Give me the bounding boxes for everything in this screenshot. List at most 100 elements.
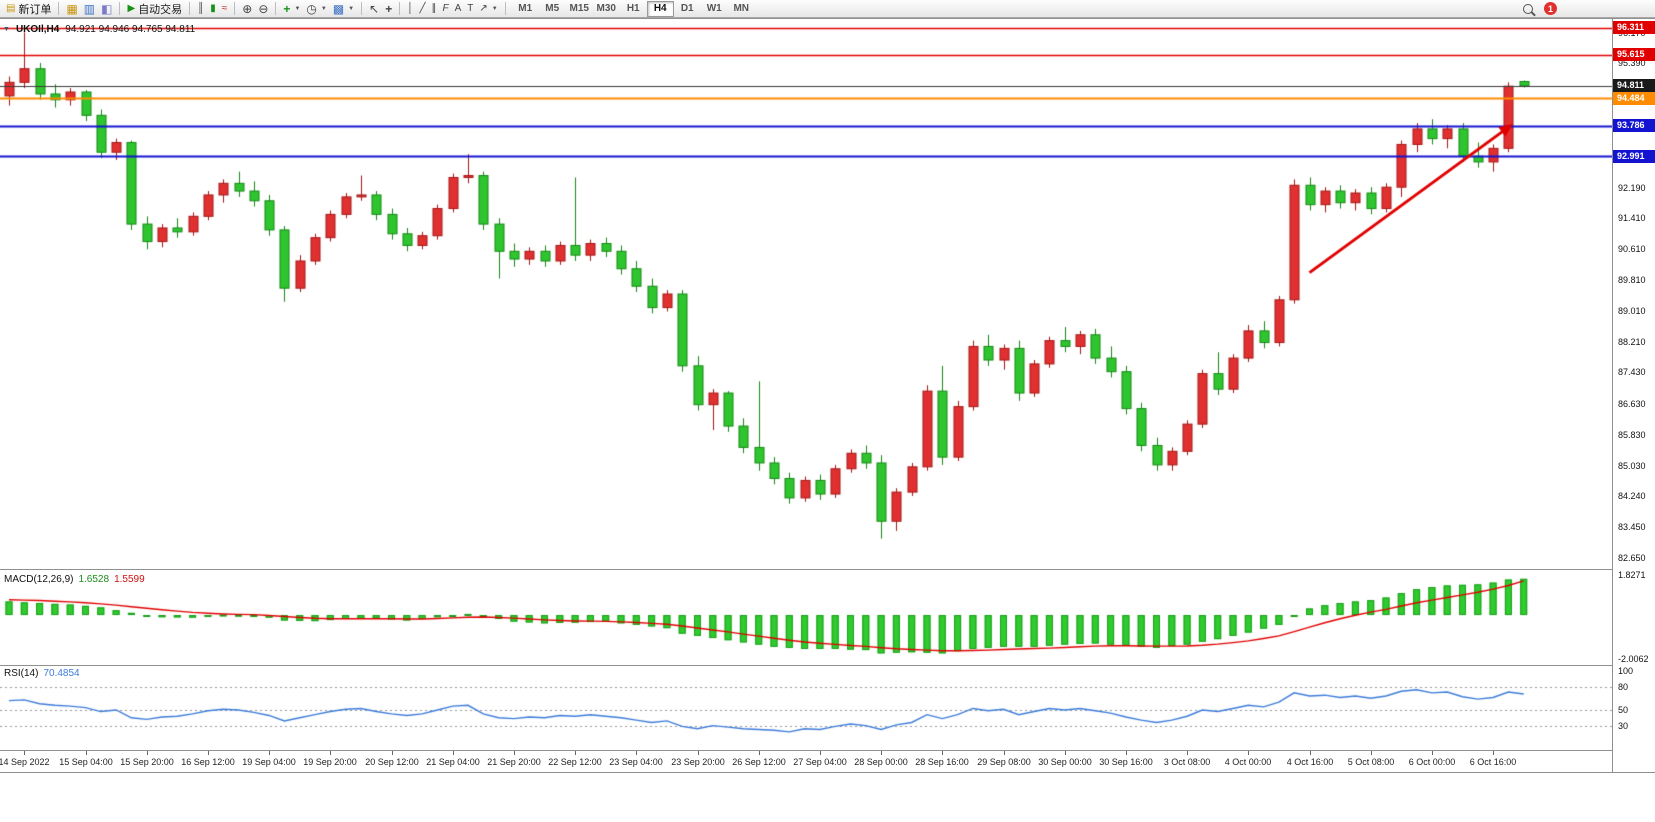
toolbar-separator (234, 2, 236, 15)
alerts-badge[interactable]: 1 (1544, 2, 1557, 15)
time-axis-tick (1004, 751, 1005, 755)
rsi-label: RSI(14) (4, 668, 39, 679)
vertical-line-button[interactable]: │ (404, 1, 416, 17)
search-button[interactable] (1520, 1, 1536, 17)
timeframe-m1-button[interactable]: M1 (512, 1, 539, 17)
periods-clock-icon: ◷ (306, 1, 317, 16)
hline-price-box: 93.786 (1613, 119, 1655, 132)
arrows-button[interactable]: ↗ ▼ (476, 1, 500, 17)
cursor-icon: ↖ (369, 1, 380, 16)
zoom-out-button[interactable]: ⊖ (255, 1, 271, 17)
time-label: 19 Sep 04:00 (242, 757, 296, 767)
navigator-button[interactable]: ◧ (98, 1, 115, 17)
templates-icon: ▩ (332, 1, 345, 16)
price-axis-label: 91.410 (1618, 213, 1646, 223)
time-axis-tick (330, 751, 331, 755)
panel-separator (0, 18, 1655, 19)
rsi-axis-label: 80 (1618, 682, 1629, 692)
time-axis-tick (636, 751, 637, 755)
timeframe-m15-button[interactable]: M15 (566, 1, 593, 17)
timeframe-h4-button[interactable]: H4 (646, 0, 674, 17)
auto-trading-play-icon: ▶ (127, 2, 136, 14)
indicators-button[interactable]: + ▼ (280, 1, 303, 17)
time-label: 16 Sep 12:00 (181, 757, 235, 767)
time-label: 6 Oct 16:00 (1469, 757, 1517, 767)
time-label: 21 Sep 04:00 (426, 757, 480, 767)
templates-button[interactable]: ▩ ▼ (330, 1, 357, 17)
macd-panel-header: MACD(12,26,9) 1.6528 1.5599 (4, 574, 145, 585)
time-axis-tick (1432, 751, 1433, 755)
hline-price-box: 96.311 (1613, 21, 1655, 34)
time-axis-tick (1248, 751, 1249, 755)
channel-icon: ∥ (431, 2, 437, 14)
price-axis-label: 89.010 (1618, 306, 1646, 316)
new-order-button[interactable]: ▤ 新订单 (3, 1, 54, 17)
timeframe-m5-button[interactable]: M5 (539, 1, 566, 17)
chart-window: ▼ UKOIl,H4 94.921 94.946 94.765 94.811 M… (0, 18, 1655, 822)
text-icon: A (454, 2, 462, 14)
panel-separator[interactable] (0, 665, 1655, 666)
time-label: 3 Oct 08:00 (1163, 757, 1211, 767)
panel-separator (0, 750, 1655, 751)
time-label: 4 Oct 00:00 (1224, 757, 1272, 767)
price-axis-label: 85.030 (1618, 461, 1646, 471)
macd-indicator-canvas[interactable] (0, 570, 1612, 665)
price-axis-label: 87.430 (1618, 367, 1646, 377)
time-axis-tick (1310, 751, 1311, 755)
text-label-button[interactable]: T (464, 1, 476, 17)
vertical-line-icon: │ (407, 2, 414, 14)
time-label: 5 Oct 08:00 (1347, 757, 1395, 767)
charts-button[interactable]: ▦ (63, 1, 80, 17)
time-label: 29 Sep 08:00 (977, 757, 1031, 767)
cursor-button[interactable]: ↖ (366, 1, 382, 17)
time-axis-tick (453, 751, 454, 755)
time-label: 21 Sep 20:00 (487, 757, 541, 767)
toolbar-separator (361, 2, 363, 15)
trendline-button[interactable]: ╱ (416, 1, 428, 17)
rsi-indicator-canvas[interactable] (0, 666, 1612, 750)
chart-title-bar: ▼ UKOIl,H4 94.921 94.946 94.765 94.811 (3, 24, 195, 35)
time-axis[interactable]: 14 Sep 2022 15 Sep 04:00 15 Sep 20:00 16 Se… (0, 751, 1612, 772)
timeframe-h1-button[interactable]: H1 (620, 1, 647, 17)
chart-symbol-title: UKOIl,H4 (15, 24, 60, 35)
market-watch-button[interactable]: ▥ (81, 1, 98, 17)
time-label: 23 Sep 20:00 (671, 757, 725, 767)
periods-button[interactable]: ◷ ▼ (303, 1, 329, 17)
one-click-trading-toggle[interactable]: ▼ (3, 26, 10, 33)
timeframe-mn-button[interactable]: MN (728, 1, 755, 17)
line-chart-button[interactable]: ≈ (219, 1, 231, 17)
panel-separator[interactable] (0, 569, 1655, 570)
price-axis[interactable]: 96.17095.39092.19091.41090.61089.81089.0… (1612, 19, 1655, 772)
toolbar-separator (58, 2, 60, 15)
auto-trading-button[interactable]: ▶ 自动交易 (124, 1, 185, 17)
toolbar-separator (399, 2, 401, 15)
timeframe-w1-button[interactable]: W1 (701, 1, 728, 17)
time-axis-tick (514, 751, 515, 755)
price-axis-label: 84.240 (1618, 491, 1646, 501)
time-label: 4 Oct 16:00 (1286, 757, 1334, 767)
rsi-axis-label: 100 (1618, 666, 1634, 676)
crosshair-button[interactable]: + (382, 1, 395, 17)
hline-price-box: 94.484 (1613, 92, 1655, 105)
candlestick-chart-button[interactable]: ▮ (207, 1, 219, 17)
time-axis-tick (86, 751, 87, 755)
timeframe-toolbar: M1 M5 M15 M30 H1 H4 D1 W1 MN (512, 0, 755, 17)
zoom-in-button[interactable]: ⊕ (239, 1, 255, 17)
text-button[interactable]: A (452, 1, 465, 17)
timeframe-m30-button[interactable]: M30 (593, 1, 620, 17)
bar-chart-icon: ║ (197, 2, 205, 14)
fibonacci-button[interactable]: F (439, 1, 451, 17)
time-label: 15 Sep 04:00 (59, 757, 113, 767)
time-axis-tick (759, 751, 760, 755)
bar-chart-button[interactable]: ║ (194, 1, 207, 17)
time-axis-tick (1126, 751, 1127, 755)
navigator-icon: ◧ (101, 1, 113, 16)
price-axis-label: 89.810 (1618, 275, 1646, 285)
time-axis-tick (881, 751, 882, 755)
timeframe-d1-button[interactable]: D1 (674, 1, 701, 17)
rsi-axis-label: 50 (1618, 705, 1629, 715)
main-chart-canvas[interactable] (0, 19, 1612, 569)
time-label: 27 Sep 04:00 (793, 757, 847, 767)
channel-button[interactable]: ∥ (428, 1, 439, 17)
time-axis-tick (942, 751, 943, 755)
